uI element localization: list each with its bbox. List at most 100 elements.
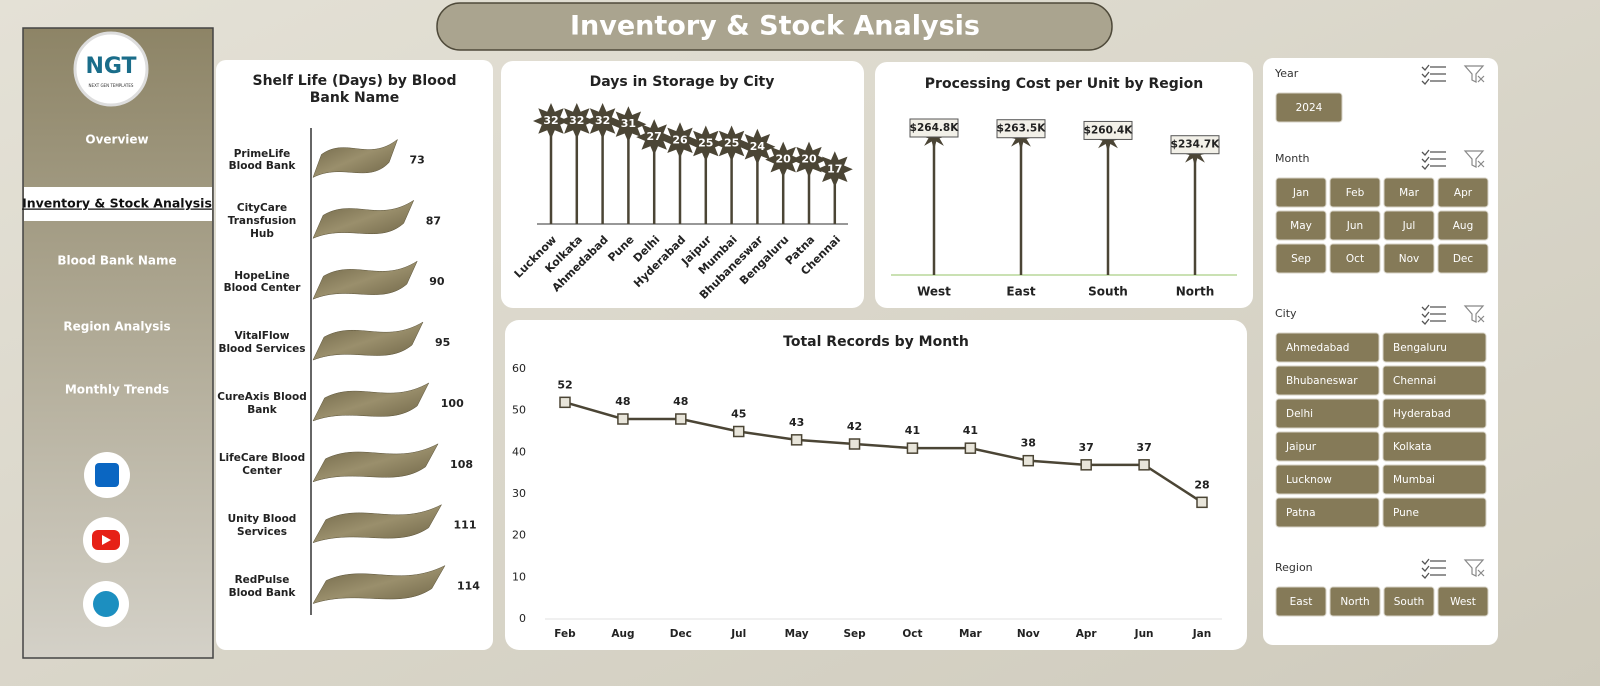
slicer-button[interactable] (1275, 92, 1343, 123)
slicer-title: City (1275, 307, 1297, 320)
label-box (909, 118, 959, 138)
data-label: 42 (847, 420, 862, 433)
slicer-button[interactable] (1382, 398, 1487, 429)
slicer-button[interactable] (1329, 177, 1381, 208)
x-tick-label: North (1176, 285, 1214, 299)
slicer-button[interactable] (1329, 210, 1381, 241)
slicer-button[interactable] (1275, 365, 1380, 396)
x-tick-label: Jul (730, 628, 746, 640)
x-tick-label: Nov (1017, 628, 1040, 640)
multi-select-icon[interactable] (1421, 64, 1446, 85)
slicer-item: Ahmedabad (1286, 342, 1349, 354)
slicer-button[interactable] (1382, 365, 1487, 396)
multi-select-icon[interactable] (1421, 304, 1446, 325)
marker (790, 434, 803, 446)
slicer-button[interactable] (1275, 586, 1327, 617)
slicer-item: May (1290, 220, 1312, 232)
slicer-button[interactable] (1437, 177, 1489, 208)
multi-select-icon[interactable] (1421, 149, 1446, 170)
marker (617, 413, 629, 425)
slicer-button[interactable] (1275, 431, 1380, 462)
category-label-box: PrimeLife Blood Bank (229, 148, 296, 173)
slicer-button[interactable] (1437, 210, 1489, 241)
bar (312, 199, 415, 239)
slicer-item: Jun (1346, 220, 1363, 232)
web-globe (93, 591, 119, 617)
marker (732, 425, 745, 438)
x-tick-label: Mar (959, 628, 983, 640)
clear-filter-icon[interactable] (1463, 305, 1485, 323)
multi-select-icon[interactable] (1421, 558, 1446, 579)
category-label-box: CureAxis Blood Bank (217, 391, 306, 416)
nav-item[interactable]: Monthly Trends (65, 383, 169, 397)
slicer-button[interactable] (1383, 586, 1435, 617)
clear-filter-icon[interactable] (1463, 559, 1485, 577)
marker (1138, 459, 1150, 471)
slicer-button[interactable] (1382, 332, 1487, 363)
x-tick-label: Jun (1134, 628, 1154, 640)
category-label: VitalFlow Blood Services (218, 330, 306, 356)
x-tick-label: Oct (902, 628, 922, 640)
slicer-item: South (1394, 596, 1425, 608)
x-tick-label: Dec (670, 628, 692, 640)
slicer-button[interactable] (1275, 332, 1380, 363)
chart-title: Processing Cost per Unit by Region (925, 76, 1203, 92)
clear-filter-icon[interactable] (1463, 150, 1485, 168)
y-tick-label: 0 (519, 612, 526, 625)
slicer-button[interactable] (1437, 243, 1489, 274)
slicer-item: Bhubaneswar (1286, 375, 1358, 387)
data-label: 32 (569, 114, 584, 127)
slicer-button[interactable] (1329, 243, 1381, 274)
slicer-button[interactable] (1275, 464, 1380, 495)
slicer-item: Jan (1292, 187, 1309, 199)
slicer-button[interactable] (1275, 398, 1380, 429)
youtube-play (102, 535, 111, 545)
clear-filter-icon[interactable] (1463, 65, 1485, 83)
slicer-item: Nov (1399, 253, 1420, 265)
slicer-item: Patna (1286, 507, 1316, 519)
slicer-icons (1421, 304, 1485, 325)
slicer-button[interactable] (1275, 177, 1327, 208)
nav-item[interactable]: Blood Bank Name (57, 254, 176, 268)
marker (791, 141, 827, 178)
label-box (1083, 120, 1133, 140)
slicer-button[interactable] (1382, 464, 1487, 495)
slicer-button[interactable] (1382, 497, 1487, 528)
slicer-icons (1421, 149, 1485, 170)
data-label: 48 (615, 395, 630, 408)
slicer-button[interactable] (1437, 586, 1489, 617)
line (564, 401, 1203, 504)
nav-item[interactable]: Region Analysis (63, 320, 170, 334)
data-label: 38 (1021, 437, 1036, 450)
marker (636, 119, 673, 156)
slicer-button[interactable] (1382, 431, 1487, 462)
nav-item[interactable]: Inventory & Stock Analysis (22, 196, 212, 211)
slicer-item: Jaipur (1285, 441, 1317, 453)
data-label: 25 (698, 137, 713, 150)
x-tick-label: Apr (1076, 628, 1098, 640)
nav-item[interactable]: Overview (85, 133, 148, 147)
y-tick-label: 50 (512, 404, 526, 417)
slicer-button[interactable] (1275, 497, 1380, 528)
slicer-icons (1421, 64, 1485, 85)
category-label-box: HopeLine Blood Center (224, 270, 301, 295)
x-tick-label: Feb (554, 628, 576, 640)
category-label: CityCare Transfusion Hub (227, 202, 297, 240)
data-label: $264.8K (910, 122, 960, 134)
panel (875, 62, 1253, 308)
slicer-button[interactable] (1383, 210, 1435, 241)
slicer-button[interactable] (1383, 177, 1435, 208)
marker (1022, 454, 1035, 467)
slicer-button[interactable] (1383, 243, 1435, 274)
logo-tagline: NEXT GEN TEMPLATES (89, 83, 134, 88)
bar (312, 321, 424, 361)
x-tick-label: May (785, 628, 809, 640)
bar (312, 138, 399, 178)
slicer-button[interactable] (1275, 210, 1327, 241)
slicer-button[interactable] (1275, 243, 1327, 274)
chart-title: Shelf Life (Days) by Blood Bank Name (252, 73, 457, 106)
x-tick-label: Jan (1192, 628, 1211, 640)
slicer-item: Hyderabad (1393, 408, 1451, 420)
slicer-button[interactable] (1329, 586, 1381, 617)
bar (312, 382, 430, 422)
